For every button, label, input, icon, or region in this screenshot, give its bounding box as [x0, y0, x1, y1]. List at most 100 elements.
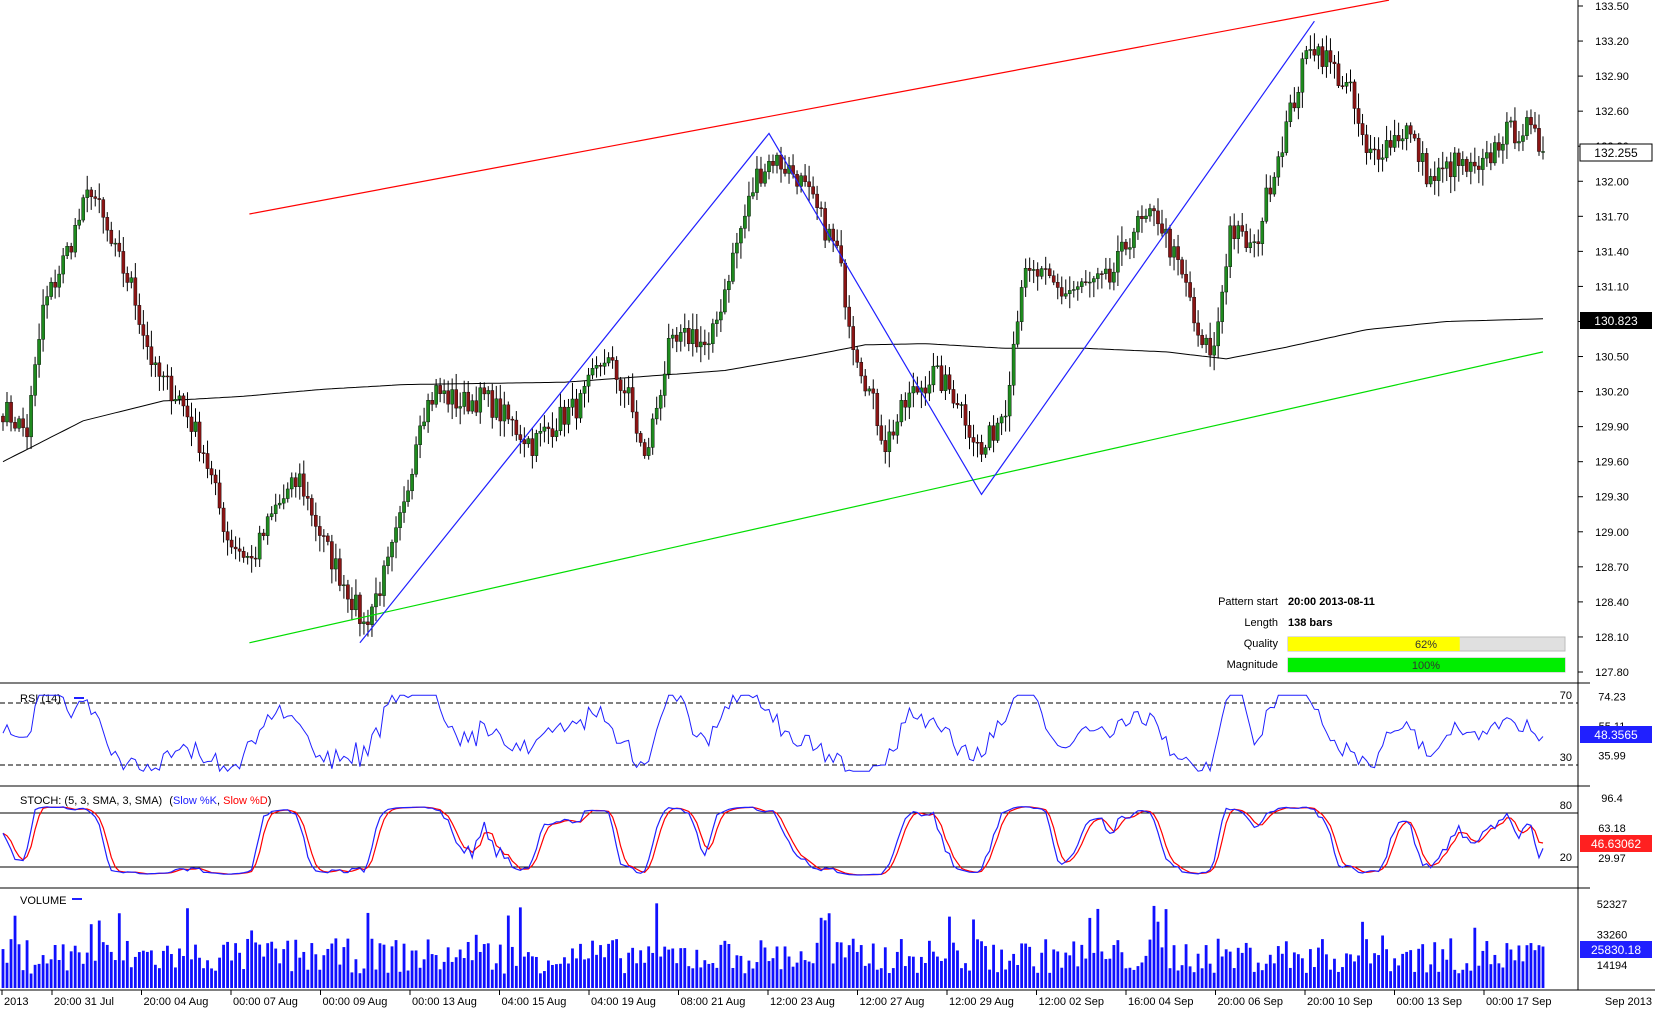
volume-bar	[310, 943, 314, 988]
rsi-level-low: 30	[1560, 752, 1572, 764]
candle-body	[1392, 135, 1397, 148]
volume-bar	[390, 946, 394, 988]
volume-bar	[158, 968, 161, 988]
candle-body	[1152, 208, 1156, 212]
candle-body	[670, 334, 675, 339]
pattern-start-value: 20:00 2013-08-11	[1288, 596, 1375, 608]
resistance-line	[249, 0, 1390, 215]
candle-body	[1541, 151, 1545, 153]
volume-bar	[1533, 950, 1537, 988]
volume-bar	[410, 950, 414, 988]
candle-body	[330, 541, 334, 570]
time-axis[interactable]: 2013 20:00 31 Jul 20:00 04 Aug 00:00 07 Aug…	[0, 989, 1655, 1008]
candle-body	[117, 242, 122, 252]
candle-body	[446, 390, 450, 405]
rsi-panel[interactable]: RSI (14) 70 30	[0, 690, 1578, 773]
candle-body	[991, 425, 996, 441]
candle-body	[1352, 81, 1357, 109]
volume-bar	[430, 954, 434, 988]
price-tick-label: 132.90	[1595, 71, 1629, 83]
candle-body	[1, 415, 5, 423]
candle-body	[458, 406, 462, 409]
candle-body	[534, 433, 539, 456]
time-axis-label: 00:00 13 Aug	[412, 996, 477, 1008]
volume-bar	[530, 956, 534, 988]
candle-body	[859, 362, 864, 377]
price-tick-label: 129.30	[1595, 492, 1629, 504]
volume-bar	[627, 952, 631, 988]
volume-bar	[314, 954, 318, 988]
candle-body	[89, 189, 94, 198]
volume-bar	[1300, 958, 1304, 988]
right-price-axis[interactable]: 133.50133.20132.90132.60132.30132.00131.…	[1577, 0, 1653, 990]
candle-body	[987, 425, 992, 448]
stoch-panel[interactable]: STOCH: (5, 3, SMA, 3, SMA) (Slow %K, Slo…	[0, 795, 1578, 876]
candle-body	[289, 477, 294, 490]
candle-body	[1132, 231, 1136, 248]
volume-bar	[811, 963, 815, 988]
volume-bar	[1445, 959, 1449, 988]
stoch-axis-tick: 96.4	[1601, 793, 1622, 805]
volume-bar	[607, 943, 610, 988]
candle-body	[1088, 281, 1092, 284]
volume-bar	[563, 957, 566, 988]
candle-body	[554, 430, 559, 437]
candle-body	[1100, 273, 1104, 275]
volume-bar	[1216, 938, 1220, 988]
candle-body	[382, 565, 386, 596]
volume-bar	[819, 917, 823, 988]
candle-body	[759, 168, 763, 184]
volume-bar	[879, 968, 883, 988]
price-panel[interactable]	[1, 0, 1545, 644]
candle-body	[1448, 161, 1453, 178]
time-axis-label: 20:00 10 Sep	[1307, 996, 1372, 1008]
candle-body	[939, 365, 944, 391]
volume-panel[interactable]: VOLUME	[1, 895, 1545, 988]
candle-body	[1176, 246, 1180, 260]
volume-bar	[462, 958, 466, 988]
candle-body	[1529, 117, 1533, 126]
volume-bar	[302, 951, 306, 988]
support-line	[249, 351, 1544, 644]
candle-body	[490, 390, 495, 418]
time-axis-label: 16:00 04 Sep	[1128, 996, 1193, 1008]
candle-body	[1124, 241, 1128, 250]
candle-body	[1260, 221, 1265, 244]
volume-bar	[907, 956, 911, 988]
candle-body	[1296, 92, 1301, 109]
volume-bar	[166, 945, 169, 988]
candle-body	[21, 418, 25, 428]
candle-body	[1252, 241, 1257, 243]
candle-body	[293, 477, 298, 487]
candle-body	[1128, 247, 1132, 250]
volume-bar	[290, 971, 294, 988]
time-axis-label: 12:00 27 Aug	[860, 996, 925, 1008]
volume-bar	[1541, 946, 1545, 988]
volume-bar	[747, 960, 751, 988]
volume-bar	[1389, 971, 1393, 988]
candle-body	[699, 341, 703, 348]
volume-bar	[575, 958, 578, 988]
stoch-title-group: STOCH: (5, 3, SMA, 3, SMA) (Slow %K, Slo…	[20, 795, 271, 807]
volume-bar	[178, 948, 181, 988]
volume-bar	[807, 961, 811, 988]
candle-body	[1388, 140, 1393, 148]
candle-body	[1168, 228, 1172, 258]
current-price-label: 132.255	[1594, 146, 1638, 160]
volume-bar	[53, 945, 57, 988]
candle-body	[1120, 241, 1124, 252]
volume-bar	[1048, 972, 1052, 988]
volume-bar	[968, 970, 971, 988]
candle-body	[871, 388, 876, 394]
candle-body	[935, 365, 940, 367]
zigzag-pattern-line	[359, 20, 1315, 644]
candle-body	[442, 390, 446, 394]
volume-bar	[1188, 966, 1192, 988]
volume-bar	[659, 956, 663, 988]
volume-bar	[125, 940, 129, 988]
candle-body	[33, 364, 37, 396]
candle-body	[169, 375, 174, 402]
candle-body	[1380, 157, 1385, 160]
volume-bar	[956, 950, 959, 988]
